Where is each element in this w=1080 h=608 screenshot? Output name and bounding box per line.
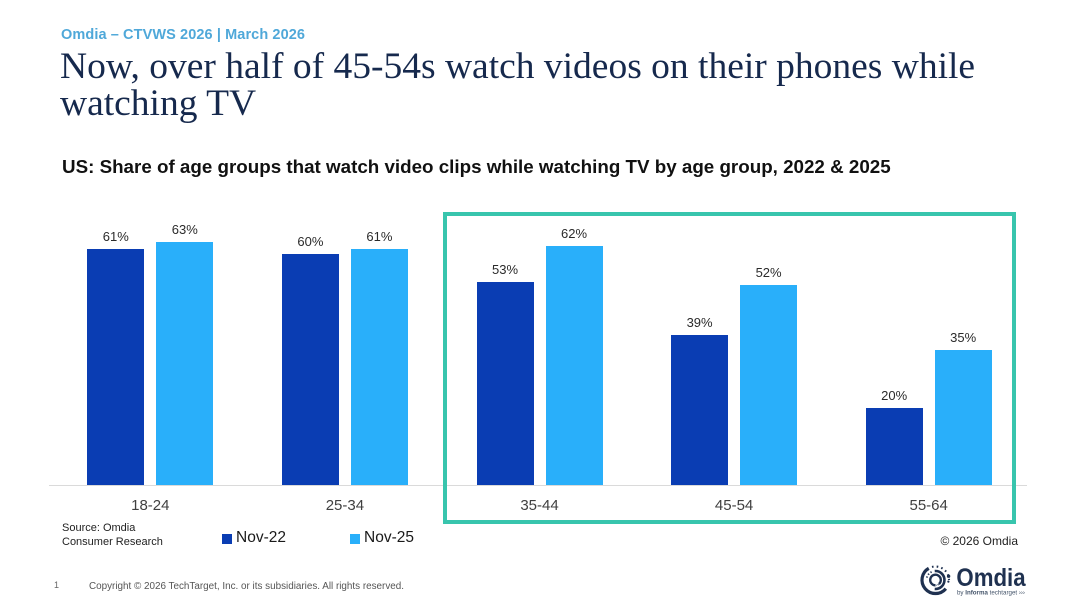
svg-text:by Informa techtarget ›››: by Informa techtarget ›››: [957, 589, 1025, 596]
svg-text:Omdia: Omdia: [956, 564, 1026, 592]
